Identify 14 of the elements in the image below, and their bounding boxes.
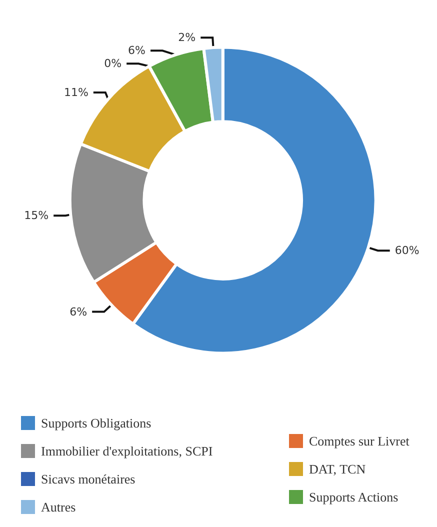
data-label: 11% <box>64 86 88 99</box>
data-label: 6% <box>70 305 88 318</box>
text: 0% <box>104 57 122 70</box>
legend-label: DAT, TCN <box>309 462 366 476</box>
legend-label: Immobilier d'exploitations, SCPI <box>41 444 213 458</box>
legend-label: Autres <box>41 500 76 514</box>
data-label: 15% <box>24 209 49 222</box>
data-label: 60% <box>394 244 420 258</box>
data-label: 2% <box>178 31 196 44</box>
legend-label: Comptes sur Livret <box>309 434 410 448</box>
legend-label: Supports Actions <box>309 490 398 504</box>
legend-label: Sicavs monétaires <box>41 472 136 486</box>
legend-label: Supports Obligations <box>41 416 152 430</box>
data-label: 6% <box>128 44 146 58</box>
